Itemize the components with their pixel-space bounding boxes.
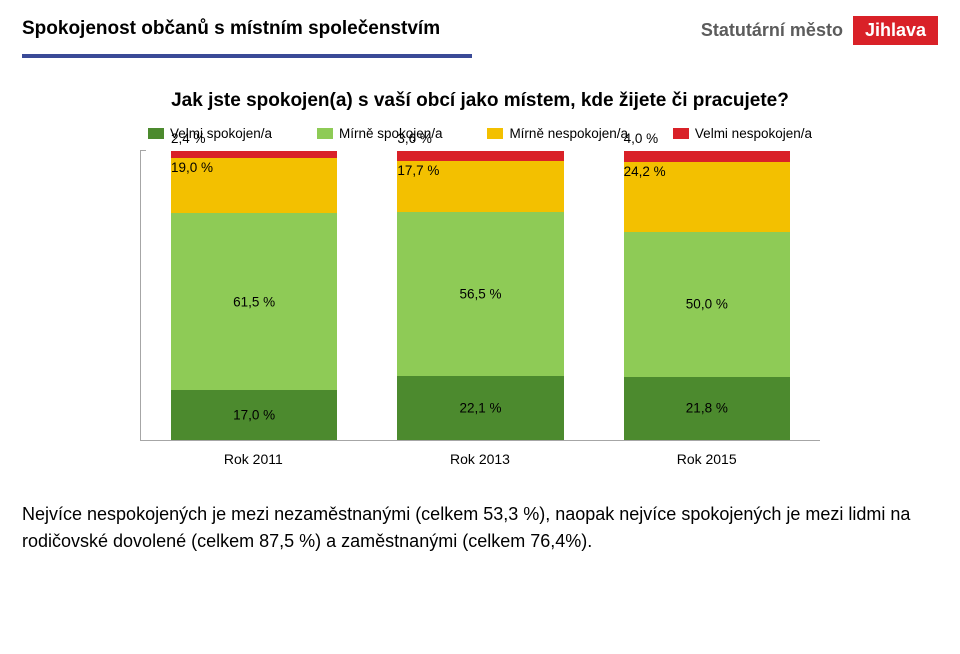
bar-segment-mirne-spokojen: 50,0 % [624,232,790,377]
bar-column: 2,4 % 19,0 % 61,5 % 17,0 % [141,151,367,440]
bar-segment-velmi-nespokojen: 2,4 % [171,151,337,158]
bar-segment-label: 61,5 % [233,294,275,309]
legend-swatch [148,128,164,139]
page-root: Spokojenost občanů s místním společenstv… [0,0,960,654]
x-axis-label: Rok 2011 [140,451,367,467]
bar-segment-velmi-nespokojen: 3,6 % [397,151,563,161]
brand-text: Statutární město [701,20,843,41]
legend-item-velmi-nespokojen: Velmi nespokojen/a [673,126,812,141]
bar-segment-mirne-nespokojen: 19,0 % [171,158,337,213]
bars-container: 2,4 % 19,0 % 61,5 % 17,0 % 3,6 % 17,7 % 56,5 %… [141,151,820,440]
x-axis: Rok 2011 Rok 2013 Rok 2015 [140,451,820,467]
x-axis-label: Rok 2015 [593,451,820,467]
legend-swatch [673,128,689,139]
bar-segment-label: 24,2 % [624,164,666,179]
bar-segment-label: 4,0 % [624,131,659,146]
page-title: Spokojenost občanů s místním společenstv… [22,18,472,40]
chart-title: Jak jste spokojen(a) s vaší obcí jako mí… [140,88,820,114]
legend-item-velmi-spokojen: Velmi spokojen/a [148,126,272,141]
brand-name-box: Jihlava [853,16,938,45]
header-row: Spokojenost občanů s místním společenstv… [22,18,938,58]
bar-segment-label: 17,0 % [233,408,275,423]
bar-segment-label: 22,1 % [459,400,501,415]
bar-segment-label: 50,0 % [686,297,728,312]
bar-column: 4,0 %24,2 % 50,0 % 21,8 % [594,151,820,440]
legend-item-mirne-nespokojen: Mírně nespokojen/a [487,126,628,141]
bar-segment-label: 2,4 % [171,131,206,146]
title-block: Spokojenost občanů s místním společenstv… [22,18,472,58]
bar-segment-mirne-spokojen: 61,5 % [171,213,337,391]
chart: Jak jste spokojen(a) s vaší obcí jako mí… [140,88,820,467]
bar-segment-label: 19,0 % [171,160,213,175]
bar-segment-mirne-spokojen: 56,5 % [397,212,563,375]
bar-segment-mirne-nespokojen: 24,2 % [624,162,790,232]
legend-label: Velmi nespokojen/a [695,126,812,141]
title-underline [22,54,472,58]
bar-segment-velmi-nespokojen: 4,0 % [624,151,790,163]
plot-area: 2,4 % 19,0 % 61,5 % 17,0 % 3,6 % 17,7 % 56,5 %… [140,151,820,441]
legend-swatch [317,128,333,139]
bar-segment-label: 56,5 % [459,287,501,302]
bar-segment-velmi-spokojen: 17,0 % [171,390,337,439]
bar-segment-label: 21,8 % [686,401,728,416]
x-axis-label: Rok 2013 [367,451,594,467]
bar-segment-label: 17,7 % [397,163,439,178]
brand: Statutární město Jihlava [701,16,938,45]
legend: Velmi spokojen/a Mírně spokojen/a Mírně … [148,126,812,141]
bar-segment-mirne-nespokojen: 17,7 % [397,161,563,212]
footer-text: Nejvíce nespokojených je mezi nezaměstna… [22,501,938,555]
legend-label: Mírně nespokojen/a [509,126,628,141]
bar-segment-velmi-spokojen: 21,8 % [624,377,790,440]
bar-column: 3,6 % 17,7 % 56,5 % 22,1 % [367,151,593,440]
legend-swatch [487,128,503,139]
bar-segment-velmi-spokojen: 22,1 % [397,376,563,440]
bar-segment-label: 3,6 % [397,131,432,146]
